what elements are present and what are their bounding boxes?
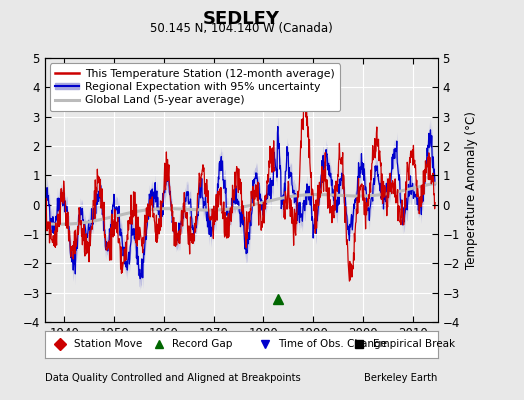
Y-axis label: Temperature Anomaly (°C): Temperature Anomaly (°C) [465, 111, 478, 269]
Text: Data Quality Controlled and Aligned at Breakpoints: Data Quality Controlled and Aligned at B… [45, 373, 300, 383]
Text: SEDLEY: SEDLEY [203, 10, 279, 28]
Legend: This Temperature Station (12-month average), Regional Expectation with 95% uncer: This Temperature Station (12-month avera… [50, 64, 340, 111]
Text: Berkeley Earth: Berkeley Earth [364, 373, 438, 383]
Text: Record Gap: Record Gap [172, 339, 233, 349]
Text: Time of Obs. Change: Time of Obs. Change [278, 339, 387, 349]
Text: Station Move: Station Move [74, 339, 142, 349]
Text: Empirical Break: Empirical Break [373, 339, 455, 349]
Text: 50.145 N, 104.140 W (Canada): 50.145 N, 104.140 W (Canada) [150, 22, 332, 35]
